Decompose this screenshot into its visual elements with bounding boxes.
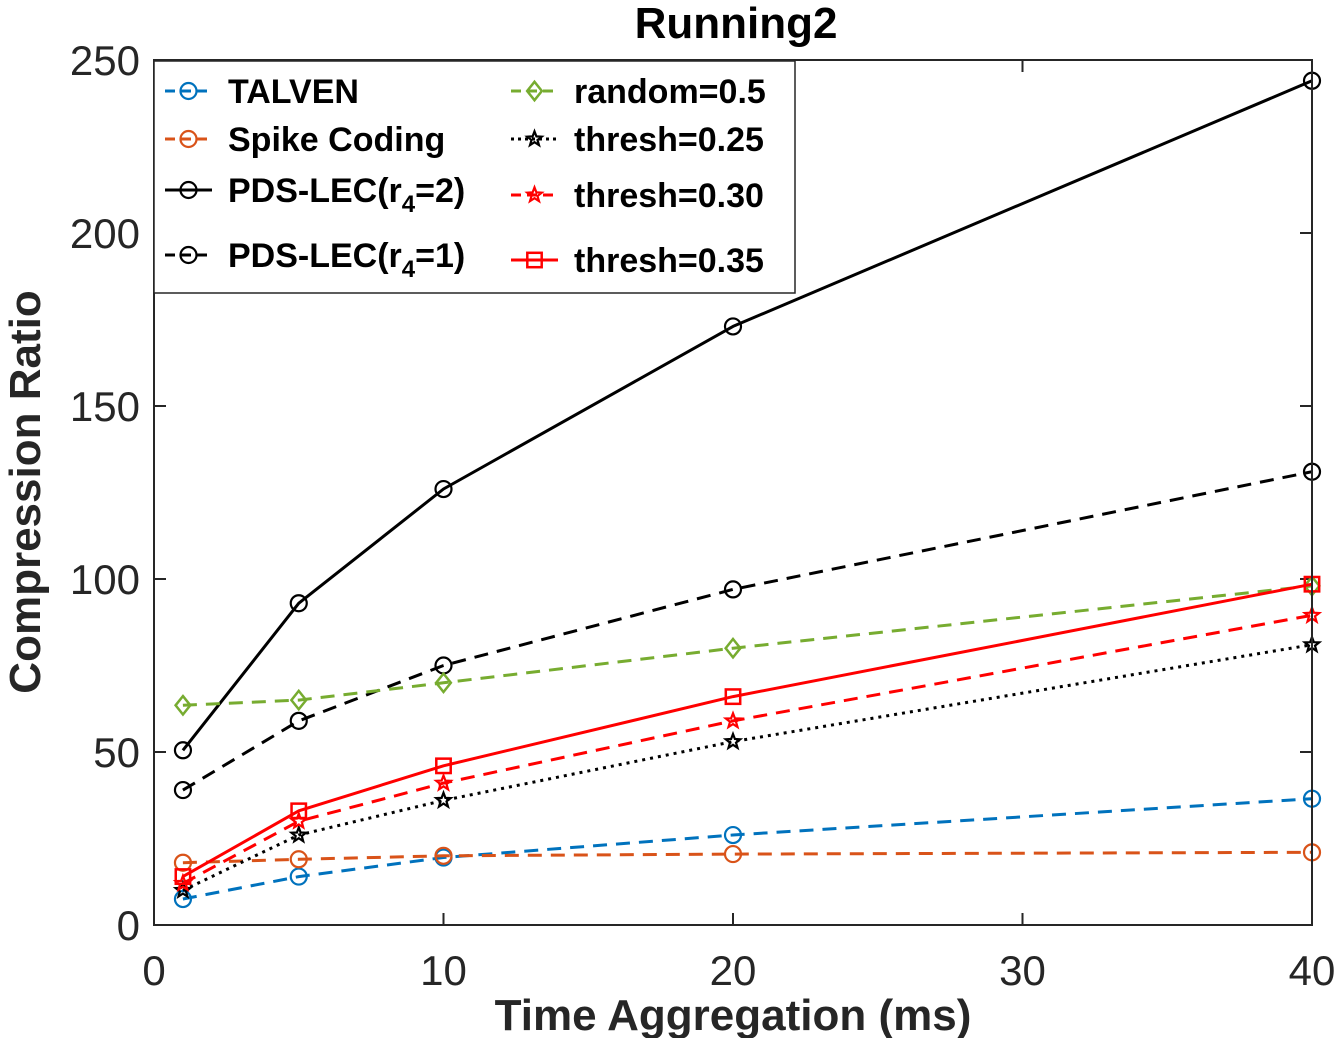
series-3: [173, 462, 1322, 800]
plot-frame: [153, 59, 1313, 926]
y-tick-label: 150: [70, 383, 140, 430]
data-point: [289, 594, 308, 613]
data-point: [433, 789, 454, 810]
x-tick-label: 30: [999, 947, 1046, 994]
legend-label: random=0.5: [574, 73, 766, 111]
y-tick-label: 250: [70, 37, 140, 84]
legend-entry: Spike Coding: [165, 121, 445, 159]
data-point: [723, 825, 743, 845]
data-point: [289, 711, 308, 730]
data-point: [435, 757, 452, 775]
legend-label: thresh=0.30: [574, 177, 764, 215]
series-line: [182, 584, 1313, 707]
series-4: [173, 574, 1321, 717]
data-point: [434, 846, 453, 865]
x-axis-label: Time Aggregation (ms): [495, 991, 972, 1038]
data-point: [290, 802, 308, 820]
legend-marker: [524, 184, 545, 204]
legend-label: PDS-LEC(r4=2): [228, 172, 465, 218]
legend-marker: [179, 81, 198, 101]
legend-marker: [179, 129, 198, 149]
data-point: [723, 317, 743, 336]
legend-box: [153, 60, 796, 294]
legend-label: PDS-LEC(r4=1): [228, 237, 465, 283]
y-tick-labels: 0 50 100 150 200 250: [70, 37, 140, 949]
series-line: [182, 850, 1313, 865]
x-tick-labels: 0 10 20 30 40: [142, 947, 1335, 994]
legend-entry: PDS-LEC(r4=2): [165, 172, 465, 218]
chart-title: Running2: [635, 0, 838, 48]
series-line: [181, 79, 1313, 752]
legend-label: thresh=0.25: [574, 121, 764, 159]
data-point: [722, 730, 744, 751]
data-point: [724, 688, 742, 706]
data-point: [173, 694, 192, 717]
data-point: [172, 872, 194, 893]
series-line: [182, 470, 1313, 792]
y-tick-label: 200: [70, 210, 140, 257]
series-layer: [172, 71, 1323, 909]
y-axis-label: Compression Ratio: [1, 290, 50, 693]
x-tick-label: 0: [142, 947, 165, 994]
legend-entry: thresh=0.35: [511, 242, 764, 280]
legend-marker: [179, 245, 198, 265]
data-point: [723, 844, 743, 864]
legend-label: TALVEN: [228, 73, 359, 111]
legend-label: thresh=0.35: [574, 242, 764, 280]
data-point: [174, 868, 192, 886]
data-point: [722, 710, 744, 730]
data-point: [289, 688, 308, 712]
data-point: [724, 636, 742, 660]
series-line: [182, 613, 1313, 885]
data-point: [433, 772, 454, 792]
data-point: [288, 824, 310, 844]
data-point: [173, 741, 193, 760]
legend-marker: [525, 79, 544, 103]
legend-entry: random=0.5: [511, 73, 766, 111]
y-tick-label: 100: [70, 556, 140, 603]
data-point: [723, 580, 743, 599]
data-point: [173, 780, 193, 800]
series-1: [173, 843, 1322, 872]
data-point: [289, 850, 308, 869]
data-point: [434, 479, 453, 499]
legend-entry: TALVEN: [165, 73, 359, 111]
x-tick-label: 20: [710, 947, 757, 994]
data-point: [172, 879, 194, 900]
series-line: [182, 797, 1313, 901]
data-point: [173, 889, 193, 909]
x-tick-label: 10: [420, 947, 467, 994]
x-tick-label: 40: [1289, 947, 1336, 994]
y-tick-label: 50: [93, 729, 140, 776]
legend-marker: [524, 128, 545, 148]
series-line: [182, 643, 1313, 892]
data-point: [434, 671, 453, 695]
legend-marker: [526, 251, 543, 269]
legend-entry: thresh=0.30: [511, 177, 764, 215]
y-tick-label: 0: [117, 902, 140, 949]
data-point: [173, 853, 193, 872]
series-line: [182, 582, 1313, 878]
legend-entry: PDS-LEC(r4=1): [165, 237, 465, 283]
data-point: [289, 867, 308, 886]
legend-entry: thresh=0.25: [511, 121, 764, 159]
legend-marker: [179, 180, 198, 200]
legend-label: Spike Coding: [228, 121, 445, 159]
legend: TALVEN Spike Coding PDS-LEC(r4=2) PDS-LEC(r…: [153, 60, 796, 294]
